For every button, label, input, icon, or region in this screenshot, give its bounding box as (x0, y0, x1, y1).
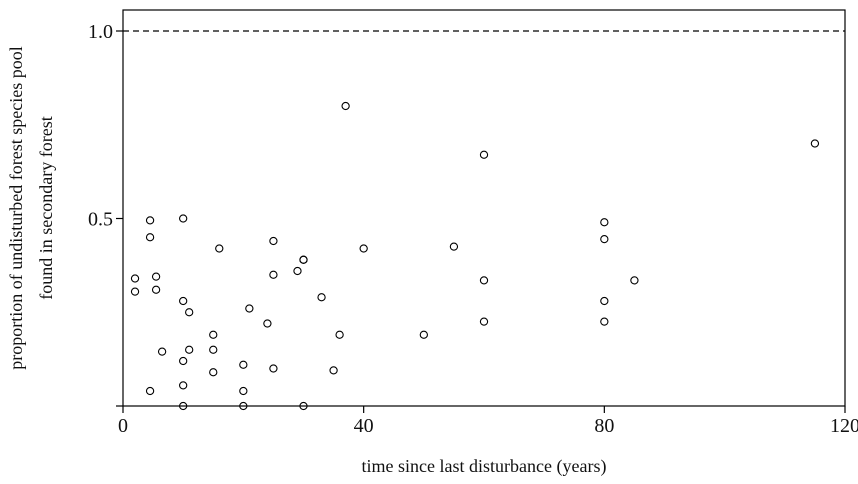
plot-frame (122, 9, 846, 407)
data-point (359, 244, 368, 253)
x-tick-label: 0 (118, 415, 128, 437)
data-point (479, 317, 489, 326)
data-point (239, 360, 248, 369)
data-points (130, 101, 820, 411)
plot-border (122, 9, 846, 407)
data-point (245, 304, 254, 313)
data-point (209, 330, 218, 339)
data-point (179, 381, 188, 390)
data-point (449, 242, 459, 251)
data-point (335, 330, 344, 339)
y-axis-ticks: 0.5 1.0 (88, 21, 123, 407)
data-point (600, 234, 609, 244)
data-point (269, 236, 278, 246)
data-point (130, 287, 140, 296)
data-point (179, 356, 188, 366)
data-point (179, 214, 188, 223)
data-point (293, 266, 302, 276)
data-point (479, 276, 489, 285)
y-tick-label: 0.5 (88, 209, 113, 231)
data-point (239, 386, 248, 396)
data-point (329, 366, 338, 375)
data-point (600, 218, 609, 227)
data-point (151, 272, 161, 281)
y-tick-label: 1.0 (88, 21, 113, 43)
data-point (630, 276, 639, 285)
y-axis-label-line-1: proportion of undisturbed forest species… (6, 46, 26, 369)
data-point (185, 308, 194, 317)
data-point (151, 285, 161, 294)
data-point (419, 330, 428, 339)
data-point (239, 401, 248, 411)
data-point (299, 401, 308, 411)
x-tick-label: 80 (594, 415, 614, 437)
data-point (179, 296, 188, 306)
data-point (179, 401, 188, 411)
data-point (269, 364, 278, 373)
data-point (209, 368, 218, 377)
data-point (600, 317, 609, 326)
data-point (341, 101, 350, 111)
x-axis-ticks: 0 40 80 120 (118, 406, 858, 437)
data-point (479, 150, 489, 159)
data-point (600, 296, 609, 306)
data-point (269, 270, 278, 279)
data-point (317, 293, 326, 302)
data-point (145, 233, 155, 242)
data-point (263, 319, 272, 328)
data-point (157, 347, 167, 356)
data-point (130, 274, 140, 283)
y-axis-label-line-2: found in secondary forest (36, 116, 56, 299)
x-axis-label: time since last disturbance (years) (362, 456, 607, 477)
data-point (810, 139, 820, 148)
data-point (145, 216, 155, 225)
x-tick-label: 120 (830, 415, 858, 437)
data-point (145, 386, 155, 396)
data-point (299, 255, 308, 264)
data-point (185, 345, 194, 354)
data-point (209, 345, 218, 354)
x-tick-label: 40 (354, 415, 374, 437)
data-point (215, 244, 224, 253)
